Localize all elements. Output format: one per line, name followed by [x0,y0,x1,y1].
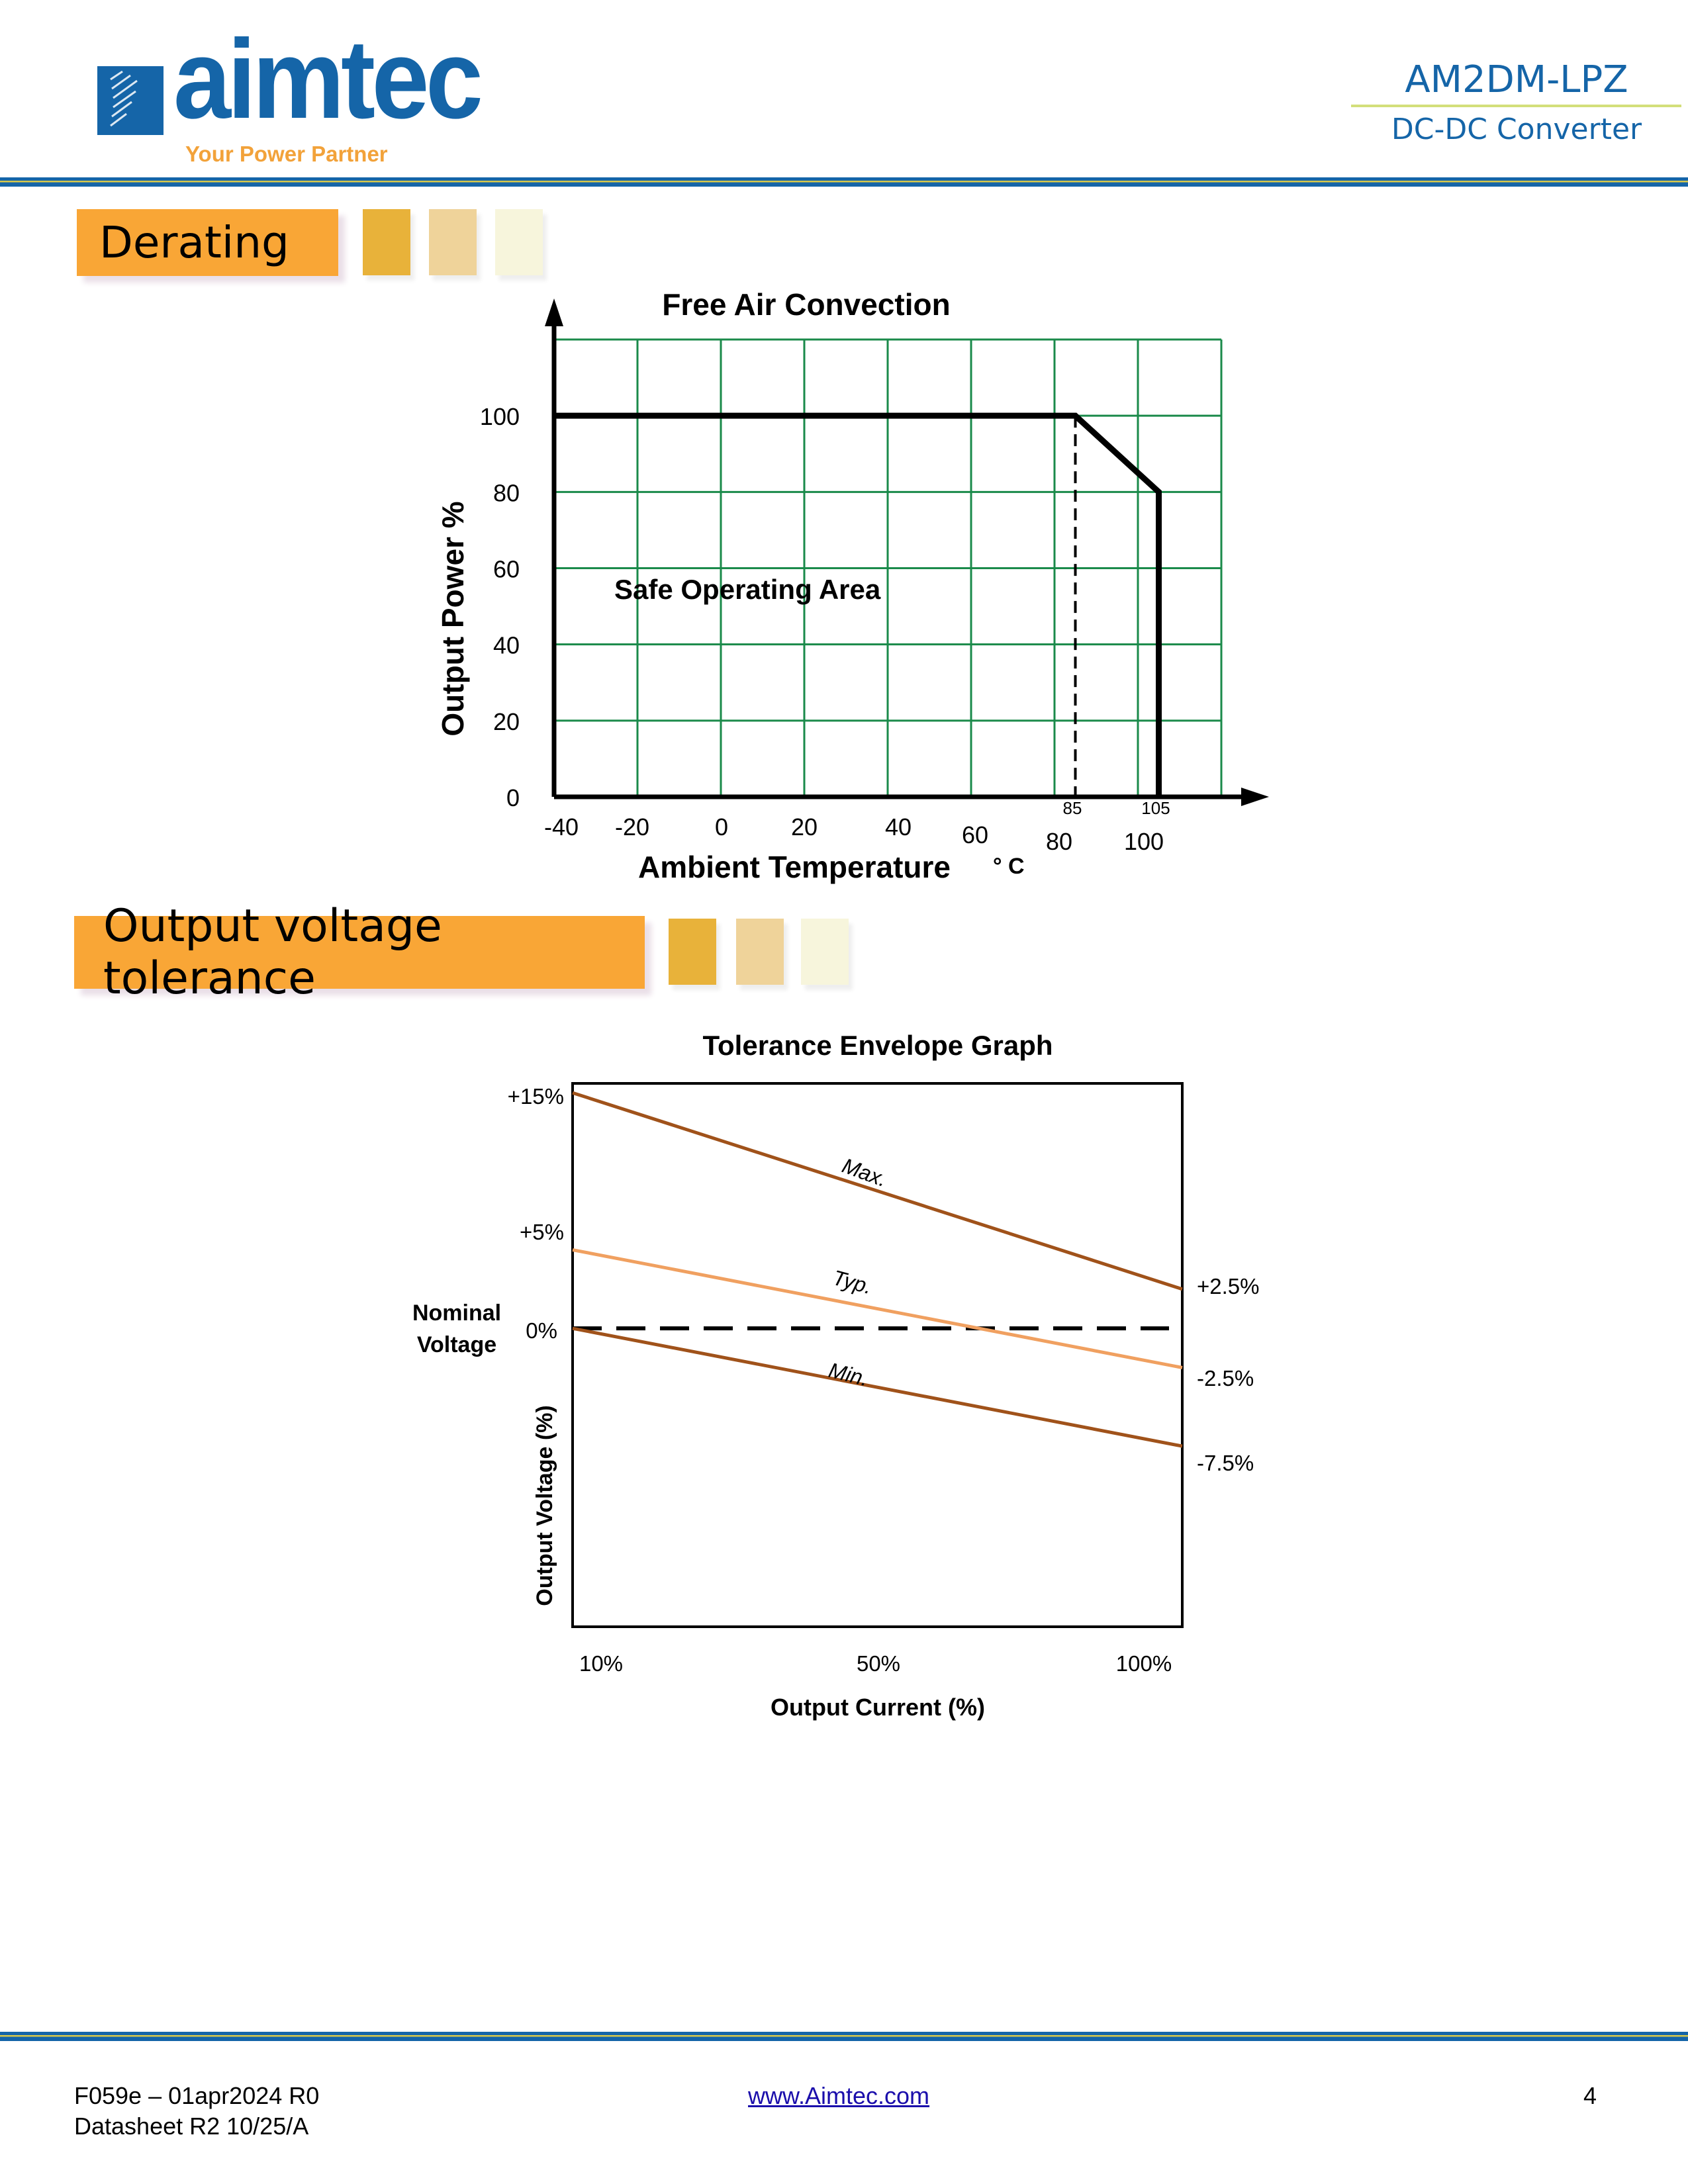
decor-square [495,209,543,275]
chart-title: Free Air Convection [662,287,950,322]
nominal-label: Voltage [417,1332,496,1357]
y-axis-label: Output Power % [436,501,470,736]
y-axis-arrow-icon [545,298,563,326]
x-tick-label: 60 [962,821,988,848]
footer-datasheet-rev: Datasheet R2 10/25/A [74,2113,309,2140]
section-heading-derating: Derating [77,209,338,276]
y-tick-label: 100 [480,403,520,430]
logo-tagline: Your Power Partner [185,142,388,166]
section-heading-text: Output voltage tolerance [103,900,442,1005]
x-tick-label: 50% [857,1651,900,1676]
page-number: 4 [1583,2082,1597,2109]
section-heading-text: Derating [99,217,289,268]
series-line-min [572,1326,1183,1448]
right-value-label: -2.5% [1197,1366,1254,1390]
y-tick-label: +15% [508,1084,564,1109]
marker-label: 105 [1141,798,1170,818]
derating-curve [554,412,1162,797]
series-label: Min. [826,1358,870,1391]
series-label: Typ. [830,1265,874,1298]
logo-mark-icon [97,66,164,135]
right-value-label: +2.5% [1197,1274,1260,1298]
x-tick-label: -40 [544,813,579,841]
y-tick-label: 40 [493,632,520,659]
y-tick-label: 0% [526,1318,557,1343]
header-divider [0,177,1688,187]
series-line-typ [572,1248,1183,1369]
marker-label: 85 [1063,798,1082,818]
y-tick-label: 80 [493,479,520,506]
x-tick-label: 40 [885,813,912,841]
series-line-max [572,1091,1183,1291]
website-link[interactable]: www.Aimtec.com [748,2082,930,2109]
footer-divider [0,2032,1688,2041]
x-tick-label: -20 [615,813,649,841]
nominal-label: Nominal [412,1300,501,1326]
title-underline [1351,105,1681,107]
x-tick-label: 10% [579,1651,623,1676]
x-tick-label: 0 [715,813,728,841]
y-tick-label: 0 [506,784,520,811]
x-axis-unit: ° C [993,854,1025,879]
decor-square [429,209,477,275]
decor-square [736,919,784,985]
x-axis-label: Ambient Temperature [638,850,951,884]
logo-wordmark: aimtec [173,17,483,142]
x-tick-label: 20 [791,813,818,841]
plot-frame [571,1082,1184,1628]
product-title: AM2DM-LPZ [1405,58,1628,101]
y-tick-label: +5% [520,1220,564,1244]
safe-area-annotation: Safe Operating Area [614,574,881,605]
decor-square [363,209,410,275]
y-tick-label: 20 [493,708,520,735]
section-heading-tolerance: Output voltage tolerance [74,900,645,1005]
product-subtitle: DC-DC Converter [1391,113,1642,146]
x-axis-label: Output Current (%) [771,1694,985,1721]
decor-square [669,919,716,985]
y-axis-label: Output Voltage (%) [532,1405,557,1606]
decor-square [801,919,849,985]
x-tick-label: 100% [1116,1651,1172,1676]
y-tick-label: 60 [493,556,520,583]
right-value-label: -7.5% [1197,1451,1254,1475]
x-tick-label: 100 [1124,828,1164,855]
footer-form-id: F059e – 01apr2024 R0 [74,2082,320,2109]
x-tick-label: 80 [1046,828,1072,855]
x-axis-arrow-icon [1241,788,1269,806]
chart-title: Tolerance Envelope Graph [702,1030,1053,1061]
